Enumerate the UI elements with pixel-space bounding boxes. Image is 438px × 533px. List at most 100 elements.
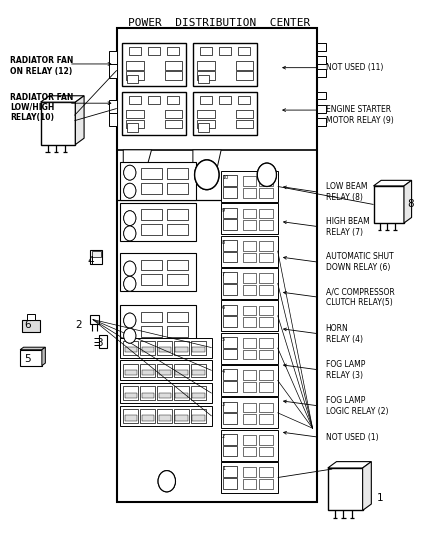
Bar [192, 370, 205, 375]
Text: FOG LAMP
LOGIC RELAY (2): FOG LAMP LOGIC RELAY (2) [325, 396, 388, 416]
Bar [243, 241, 256, 251]
Bar [223, 208, 237, 218]
Bar [243, 467, 256, 477]
Bar [223, 414, 237, 424]
Bar [243, 253, 256, 262]
Circle shape [124, 183, 136, 198]
Bar [167, 96, 180, 104]
Text: RADIATOR FAN
ON RELAY (12): RADIATOR FAN ON RELAY (12) [10, 56, 74, 76]
Bar [159, 416, 171, 421]
Bar [317, 43, 326, 51]
Circle shape [124, 165, 136, 180]
Bar [243, 220, 256, 230]
Bar [223, 252, 237, 262]
Bar [259, 209, 272, 218]
Bar [99, 335, 107, 349]
Bar [141, 224, 162, 235]
Bar [176, 393, 188, 398]
Bar [167, 326, 188, 337]
Bar [223, 446, 237, 456]
Text: 8: 8 [407, 199, 414, 209]
Polygon shape [374, 180, 412, 186]
Bar [236, 71, 253, 80]
Bar [124, 416, 137, 421]
Bar [159, 370, 171, 375]
Bar [127, 75, 138, 83]
Bar [124, 370, 137, 375]
Circle shape [257, 163, 276, 187]
Bar [174, 341, 189, 354]
Bar [259, 220, 272, 230]
Circle shape [124, 277, 136, 291]
Bar [174, 409, 189, 423]
Bar [141, 209, 162, 220]
Bar [197, 71, 215, 80]
Bar [123, 386, 138, 400]
Bar [223, 466, 237, 477]
Bar [141, 183, 162, 194]
Circle shape [124, 277, 136, 291]
Bar [223, 272, 237, 283]
Bar [123, 341, 138, 354]
Bar [243, 415, 256, 424]
Bar [167, 183, 188, 194]
Bar [157, 409, 173, 423]
Bar [259, 382, 272, 392]
Circle shape [124, 226, 136, 241]
Bar [236, 61, 253, 70]
Bar [223, 434, 237, 445]
Bar [90, 315, 99, 324]
Bar [243, 370, 256, 380]
Bar [141, 168, 162, 179]
Bar [191, 364, 206, 377]
Bar [167, 168, 188, 179]
Text: A/C COMPRESSOR
CLUTCH RELAY(5): A/C COMPRESSOR CLUTCH RELAY(5) [325, 287, 394, 308]
Circle shape [124, 261, 136, 276]
Bar [122, 43, 186, 86]
Bar [165, 71, 182, 80]
Bar [167, 312, 188, 322]
Circle shape [124, 261, 136, 276]
Bar [243, 176, 256, 186]
Text: 4: 4 [87, 256, 94, 266]
Text: 5: 5 [24, 354, 31, 364]
Polygon shape [363, 462, 371, 511]
Bar [259, 479, 272, 489]
Polygon shape [75, 96, 84, 144]
Polygon shape [123, 150, 152, 182]
Text: 3: 3 [222, 402, 225, 407]
Bar [192, 393, 205, 398]
Bar [126, 61, 144, 70]
Bar [236, 110, 253, 118]
Bar [223, 317, 237, 327]
Bar [141, 326, 162, 337]
Bar [259, 273, 272, 283]
Bar [141, 312, 162, 322]
Bar [317, 105, 326, 113]
Bar [259, 188, 272, 198]
Bar [223, 187, 237, 198]
Bar [159, 347, 171, 352]
Bar [124, 347, 137, 352]
Text: 7: 7 [222, 272, 225, 277]
Text: 4: 4 [222, 369, 225, 374]
Bar [120, 383, 212, 403]
Bar [223, 381, 237, 392]
Bar [174, 386, 189, 400]
Bar [126, 120, 144, 128]
Circle shape [124, 211, 136, 225]
Bar [141, 393, 154, 398]
Bar [198, 123, 209, 132]
Bar [243, 273, 256, 283]
Bar [317, 69, 326, 77]
Bar [140, 364, 155, 377]
Bar [374, 186, 404, 223]
Bar [22, 320, 40, 332]
Circle shape [124, 313, 136, 328]
Bar [238, 47, 251, 55]
Bar [221, 365, 278, 396]
Bar [219, 96, 231, 104]
Bar [243, 338, 256, 348]
Bar [259, 467, 272, 477]
Bar [236, 120, 253, 128]
